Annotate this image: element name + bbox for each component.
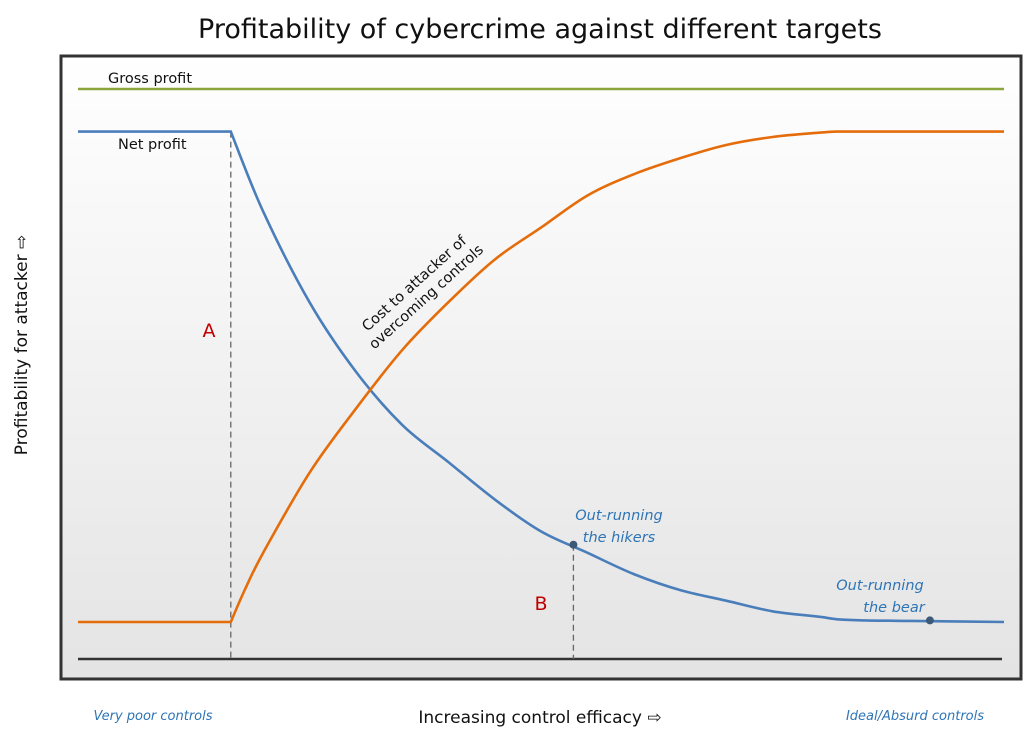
chart-title: Profitability of cybercrime against diff… (198, 14, 882, 45)
annotation-bear-line-1: Out-running (836, 578, 923, 594)
gross-profit-label: Gross profit (108, 71, 192, 87)
bear-point (925, 616, 934, 625)
x-start-label: Very poor controls (93, 709, 212, 724)
cost-line (78, 130, 1004, 624)
hikers-point (569, 540, 578, 549)
x-end-label: Ideal/Absurd controls (846, 709, 984, 724)
marker-a-label: A (203, 320, 216, 342)
net-profit-label: Net profit (118, 137, 187, 153)
net-profit-line (78, 130, 1005, 624)
x-axis-label: Increasing control efficacy ⇨ (418, 708, 661, 728)
annotation-hikers-line-1: Out-running (575, 508, 662, 524)
annotation-hikers: Out-running the hikers (575, 508, 662, 546)
y-axis-label: Profitability for attacker ⇨ (12, 235, 32, 455)
guide-lines (230, 131, 575, 659)
annotation-bear-line-2: the bear (863, 600, 925, 616)
series-layer (78, 87, 1005, 624)
annotation-points (569, 540, 934, 625)
marker-b-label: B (534, 593, 547, 615)
plot-frame (59, 54, 1023, 681)
annotation-hikers-line-2: the hikers (583, 530, 656, 546)
annotation-bear: Out-running the bear (836, 578, 925, 616)
